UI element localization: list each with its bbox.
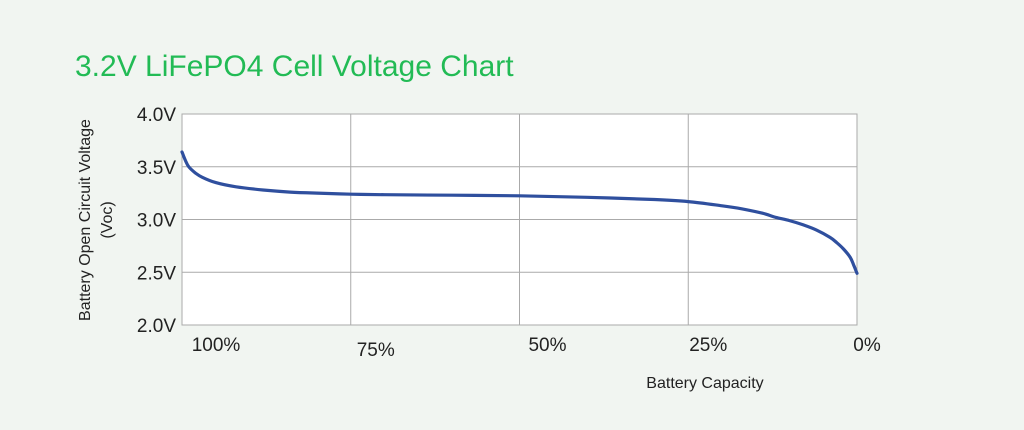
voltage-curve (180, 150, 859, 275)
y-tick-label: 3.0V (137, 211, 176, 232)
chart-title: 3.2V LiFePO4 Cell Voltage Chart (75, 50, 514, 83)
y-tick-label: 3.5V (137, 158, 176, 179)
y-axis-label: Battery Open Circuit Voltage (77, 119, 94, 321)
x-tick-label: 100% (192, 335, 241, 356)
y-tick-label: 2.0V (137, 316, 176, 337)
x-axis-label: Battery Capacity (646, 375, 763, 392)
x-tick-label: 75% (357, 340, 395, 361)
y-axis-unit-label: (Voc) (99, 201, 116, 238)
y-tick-label: 4.0V (137, 105, 176, 126)
x-axis-ticks: 100% 75% 50% 25% 0% (192, 335, 881, 361)
x-tick-label: 25% (689, 335, 727, 356)
x-tick-label: 50% (528, 335, 566, 356)
y-axis-ticks: 4.0V 3.5V 3.0V 2.5V 2.0V (137, 105, 176, 337)
y-tick-label: 2.5V (137, 263, 176, 284)
grid-lines (181, 113, 858, 326)
x-tick-label: 0% (853, 335, 881, 356)
